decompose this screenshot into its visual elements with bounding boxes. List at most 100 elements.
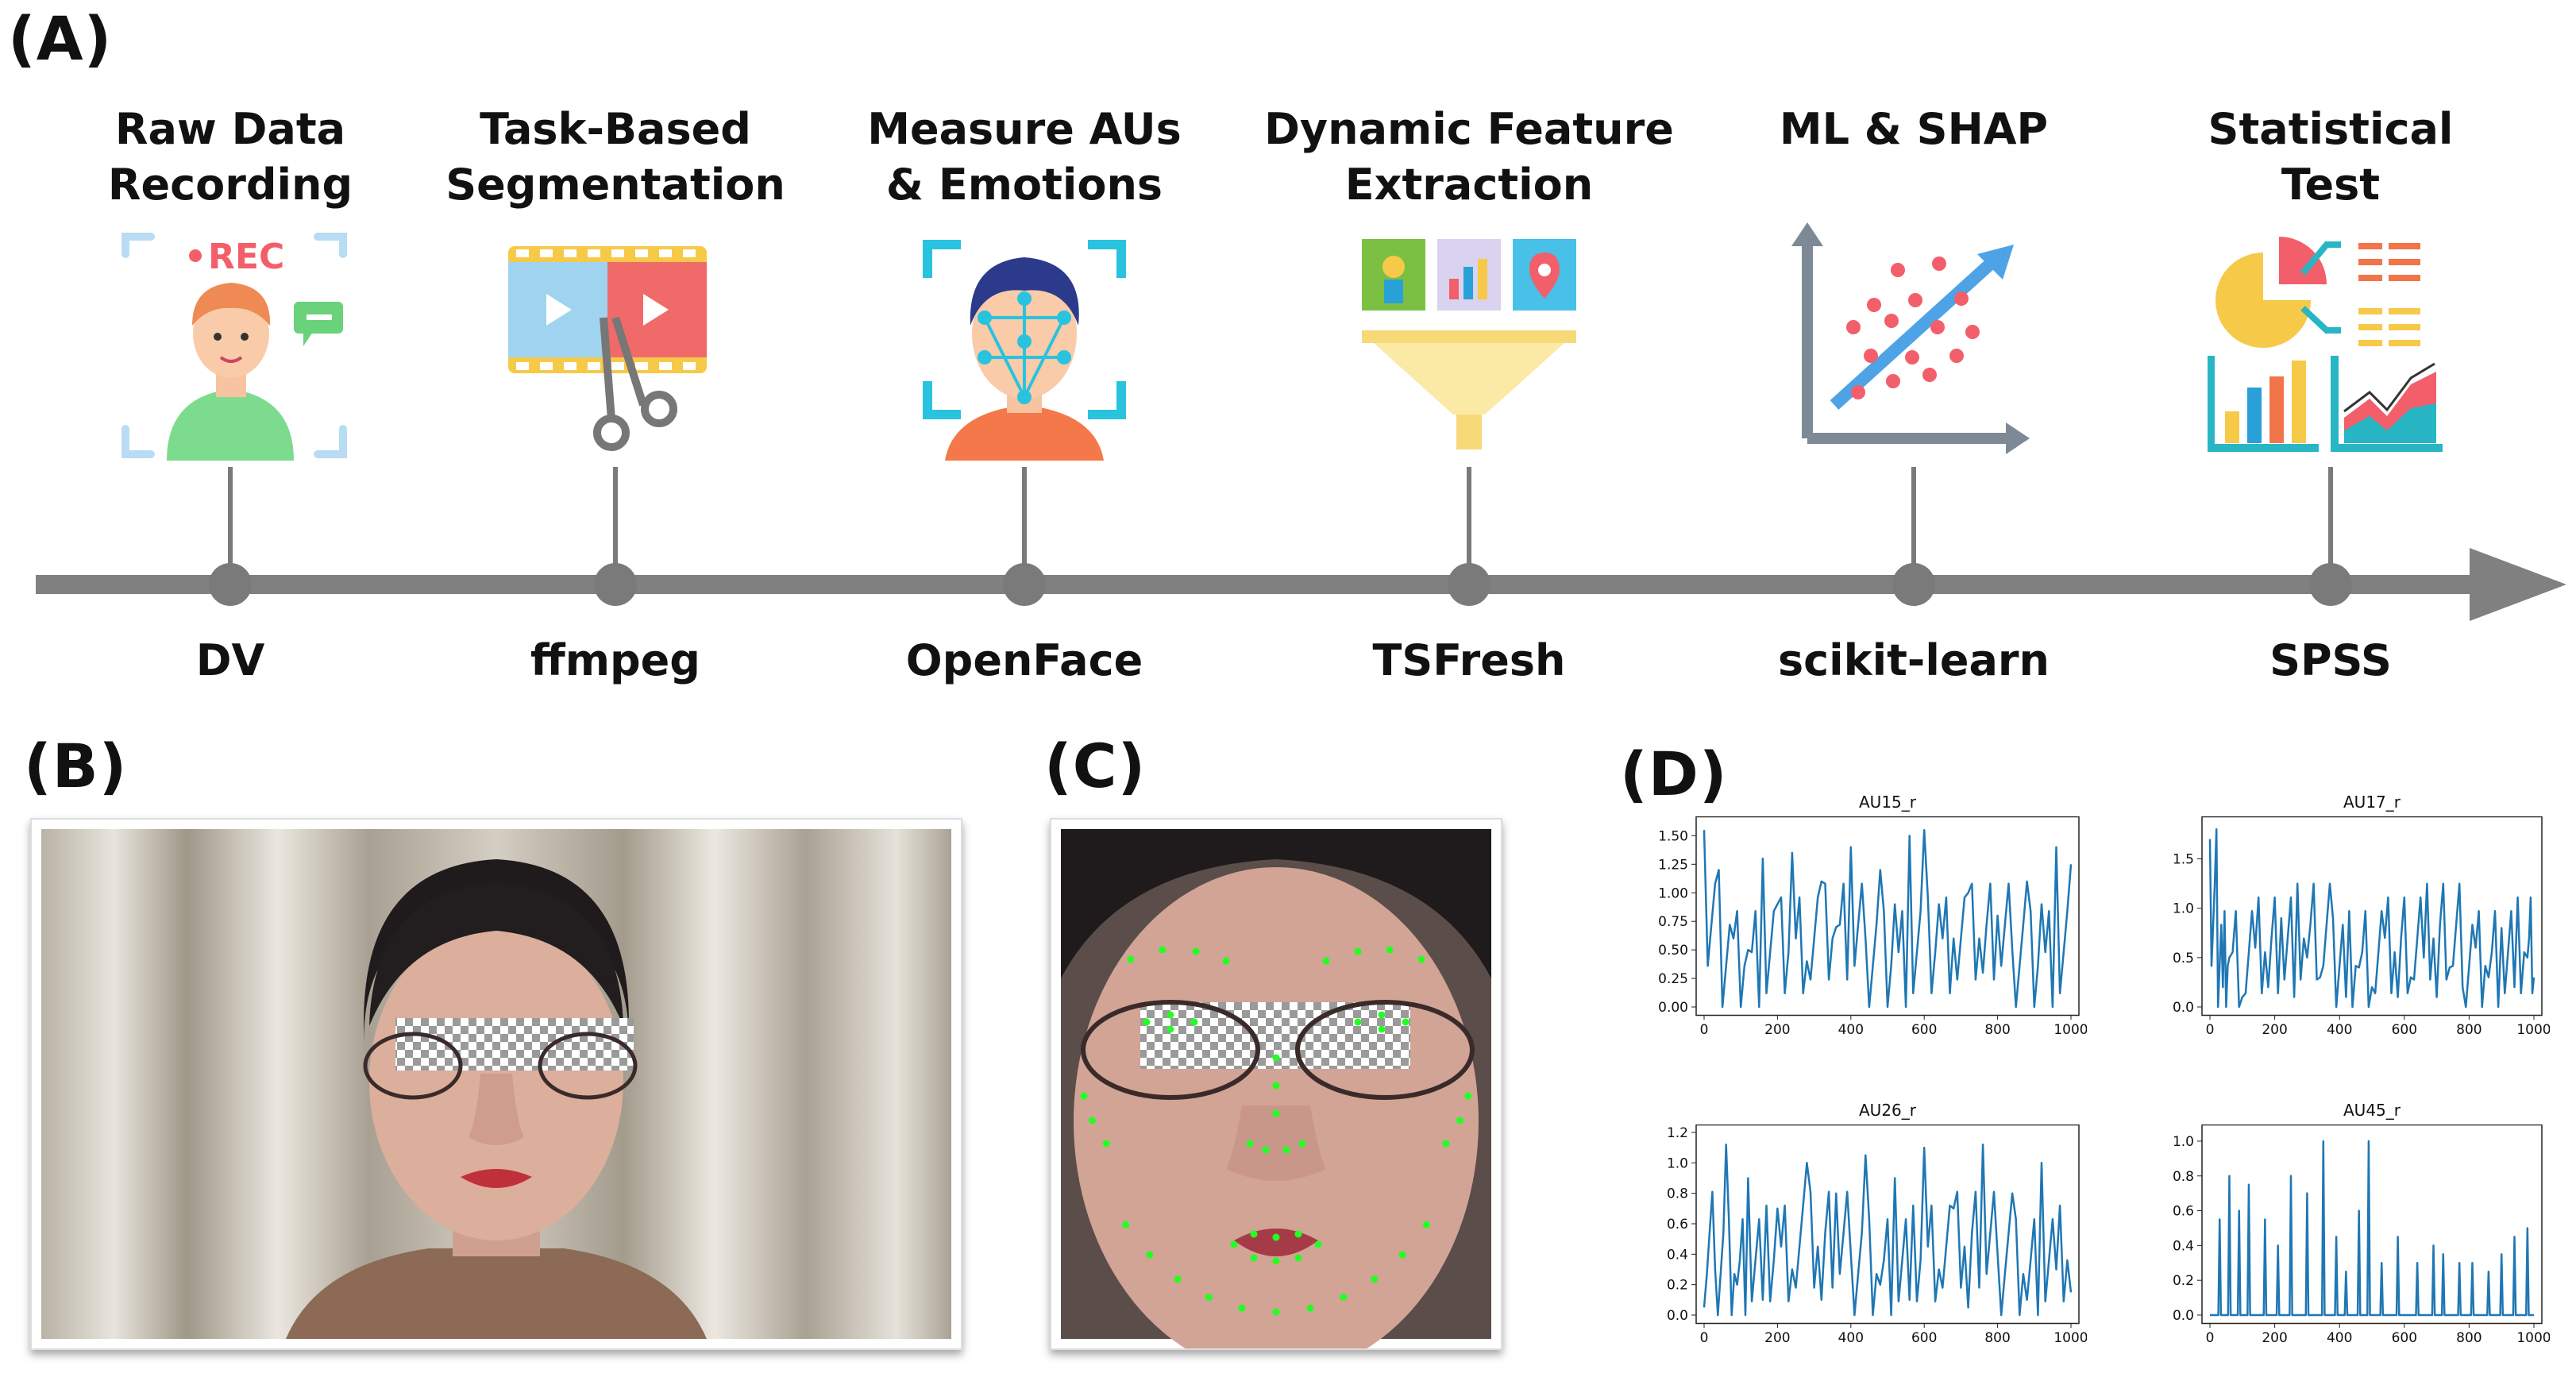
x-tick-label: 600 [2392, 1022, 2417, 1038]
y-tick-label: 0.5 [2173, 951, 2194, 966]
panel-label-d: (D) [1620, 739, 1728, 809]
step-title-2: Task-Based Segmentation [445, 104, 785, 210]
y-tick-label: 0.0 [1667, 1308, 1688, 1324]
y-tick-label: 0.4 [2173, 1238, 2194, 1254]
y-tick-label: 1.2 [1667, 1125, 1688, 1141]
recording-person-icon: REC [121, 233, 347, 461]
face-landmark-point [1272, 1257, 1280, 1265]
tool-label-4: TSFresh [1372, 635, 1566, 685]
face-landmark-point [1294, 1230, 1302, 1238]
au-chart-4: 0 200 400 600 800 1000 0.0 0.2 0.4 0.6 0.8 1.0 [2173, 1124, 2550, 1346]
tool-label-2: ffmpeg [530, 635, 700, 685]
timeline-node-2 [594, 563, 637, 606]
timeline-node-5 [1892, 563, 1935, 606]
face-landmark-point [1272, 1308, 1280, 1316]
timeline-node-3 [1003, 563, 1046, 606]
statistics-dashboard-icon [2208, 237, 2443, 452]
x-tick-label: 800 [2456, 1330, 2482, 1346]
y-tick-label: 0.00 [1658, 1000, 1688, 1016]
timeline-node-6 [2309, 563, 2352, 606]
participant-face-photo [30, 818, 962, 1350]
y-tick-label: 0.0 [2173, 1308, 2194, 1324]
y-tick-label: 1.5 [2173, 852, 2194, 868]
x-tick-label: 200 [2262, 1330, 2287, 1346]
face-landmark-point [1190, 1018, 1198, 1026]
x-tick-label: 600 [1911, 1330, 1937, 1346]
panel-label-b: (B) [24, 731, 128, 801]
face-landmark-point [1378, 1025, 1386, 1033]
step-title-6: Statistical Test [2208, 104, 2454, 210]
face-landmark-point [1127, 955, 1135, 963]
x-tick-label: 0 [2206, 1330, 2215, 1346]
face-landmark-point [1422, 1221, 1430, 1229]
face-landmark-point [1167, 1025, 1174, 1033]
x-tick-label: 200 [1764, 1330, 1790, 1346]
tool-label-1: DV [195, 635, 265, 685]
y-tick-label: 0.0 [2173, 1000, 2194, 1016]
face-landmark-point [1230, 1240, 1238, 1248]
face-landmark-point [1371, 1275, 1379, 1283]
chart-title: AU26_r [1859, 1101, 1916, 1120]
au-series-line [1703, 1144, 2073, 1317]
face-landmark-point [1222, 957, 1230, 965]
y-tick-label: 0.2 [1667, 1278, 1688, 1294]
x-tick-label: 0 [1700, 1330, 1709, 1346]
x-tick-label: 0 [1700, 1022, 1709, 1038]
face-landmark-point [1089, 1117, 1096, 1124]
face-landmark-point [1354, 947, 1362, 955]
tool-label-6: SPSS [2269, 635, 2392, 685]
timeline-arrowhead [2470, 548, 2566, 621]
y-tick-label: 0.6 [1667, 1217, 1688, 1232]
face-landmark-point [1238, 1304, 1246, 1312]
face-landmark-point [1354, 1018, 1362, 1026]
scatter-trend-icon [1791, 222, 2030, 454]
step-title-5: ML & SHAP [1779, 104, 2049, 154]
x-tick-label: 800 [1984, 1330, 2010, 1346]
au-chart-1: 0 200 400 600 800 1000 0.00 0.25 0.50 0.75 1.00 1.2… [1658, 816, 2087, 1038]
face-landmark-point [1250, 1254, 1258, 1262]
y-tick-label: 0.2 [2173, 1273, 2194, 1289]
face-landmark-point [1250, 1230, 1258, 1238]
y-tick-label: 1.0 [2173, 1134, 2194, 1150]
y-tick-label: 0.4 [1667, 1247, 1688, 1263]
face-landmark-point [1192, 947, 1200, 955]
face-landmark-point [1262, 1146, 1270, 1154]
face-landmark-point [1272, 1054, 1280, 1062]
chart-title: AU45_r [2343, 1101, 2401, 1120]
step-title-3: Measure AUs & Emotions [867, 104, 1182, 210]
step-title-4: Dynamic Feature Extraction [1264, 104, 1674, 210]
face-landmark-point [1282, 1146, 1290, 1154]
x-tick-label: 1000 [2053, 1330, 2087, 1346]
x-tick-label: 400 [2327, 1022, 2352, 1038]
feature-funnel-icon [1362, 239, 1576, 449]
face-landmark-point [1246, 1140, 1254, 1148]
x-tick-label: 600 [2392, 1330, 2417, 1346]
x-tick-label: 1000 [2053, 1022, 2087, 1038]
y-tick-label: 1.50 [1658, 828, 1688, 844]
timeline-node-4 [1448, 563, 1490, 606]
face-landmark-point [1167, 1011, 1174, 1019]
au-chart-2: 0 200 400 600 800 1000 0.0 0.5 1.0 1.5 [2173, 816, 2550, 1038]
x-tick-label: 400 [2327, 1330, 2352, 1346]
x-tick-label: 200 [1764, 1022, 1790, 1038]
face-landmark-point [1102, 1140, 1110, 1148]
chart-title: AU17_r [2343, 793, 2401, 812]
face-landmark-point [1464, 1092, 1472, 1100]
y-tick-label: 1.0 [2173, 901, 2194, 917]
video-cut-icon [508, 246, 707, 451]
face-landmark-point [1146, 1251, 1154, 1259]
x-tick-label: 400 [1838, 1022, 1864, 1038]
face-landmark-point [1402, 1018, 1409, 1026]
x-tick-label: 1000 [2516, 1022, 2550, 1038]
y-tick-label: 1.0 [1667, 1155, 1688, 1171]
face-landmark-point [1080, 1092, 1088, 1100]
face-landmark-point [1417, 955, 1425, 963]
au-series-line [2208, 827, 2536, 1009]
face-landmark-point [1159, 946, 1167, 954]
x-tick-label: 600 [1911, 1022, 1937, 1038]
y-tick-label: 1.25 [1658, 857, 1688, 873]
x-tick-label: 800 [1984, 1022, 2010, 1038]
face-landmark-point [1340, 1294, 1348, 1301]
y-tick-label: 1.00 [1658, 885, 1688, 901]
x-tick-label: 0 [2206, 1022, 2215, 1038]
